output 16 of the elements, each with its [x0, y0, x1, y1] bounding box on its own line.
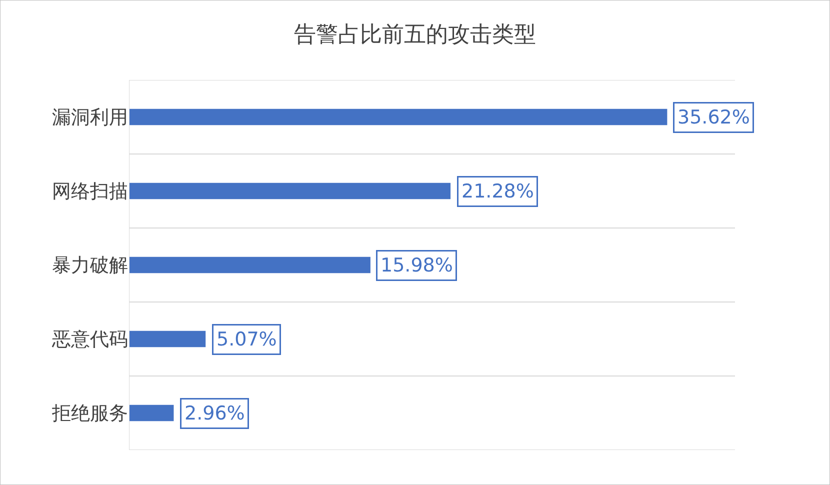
data-label: 21.28%: [462, 180, 534, 202]
data-label: 5.07%: [216, 328, 277, 350]
y-tick-label: 恶意代码: [51, 328, 128, 351]
y-tick-label: 暴力破解: [52, 254, 128, 277]
data-label: 2.96%: [184, 402, 245, 424]
data-label: 15.98%: [380, 254, 453, 276]
bar: [129, 404, 174, 422]
chart-title: 告警占比前五的攻击类型: [294, 22, 536, 48]
bar: [129, 256, 370, 274]
bar: [129, 182, 451, 200]
bar: [129, 108, 668, 126]
y-tick-label: 漏洞利用: [52, 106, 128, 129]
data-label: 35.62%: [678, 106, 750, 128]
y-tick-label: 网络扫描: [52, 180, 128, 203]
bar: [129, 330, 206, 348]
y-tick-label: 拒绝服务: [51, 402, 128, 425]
